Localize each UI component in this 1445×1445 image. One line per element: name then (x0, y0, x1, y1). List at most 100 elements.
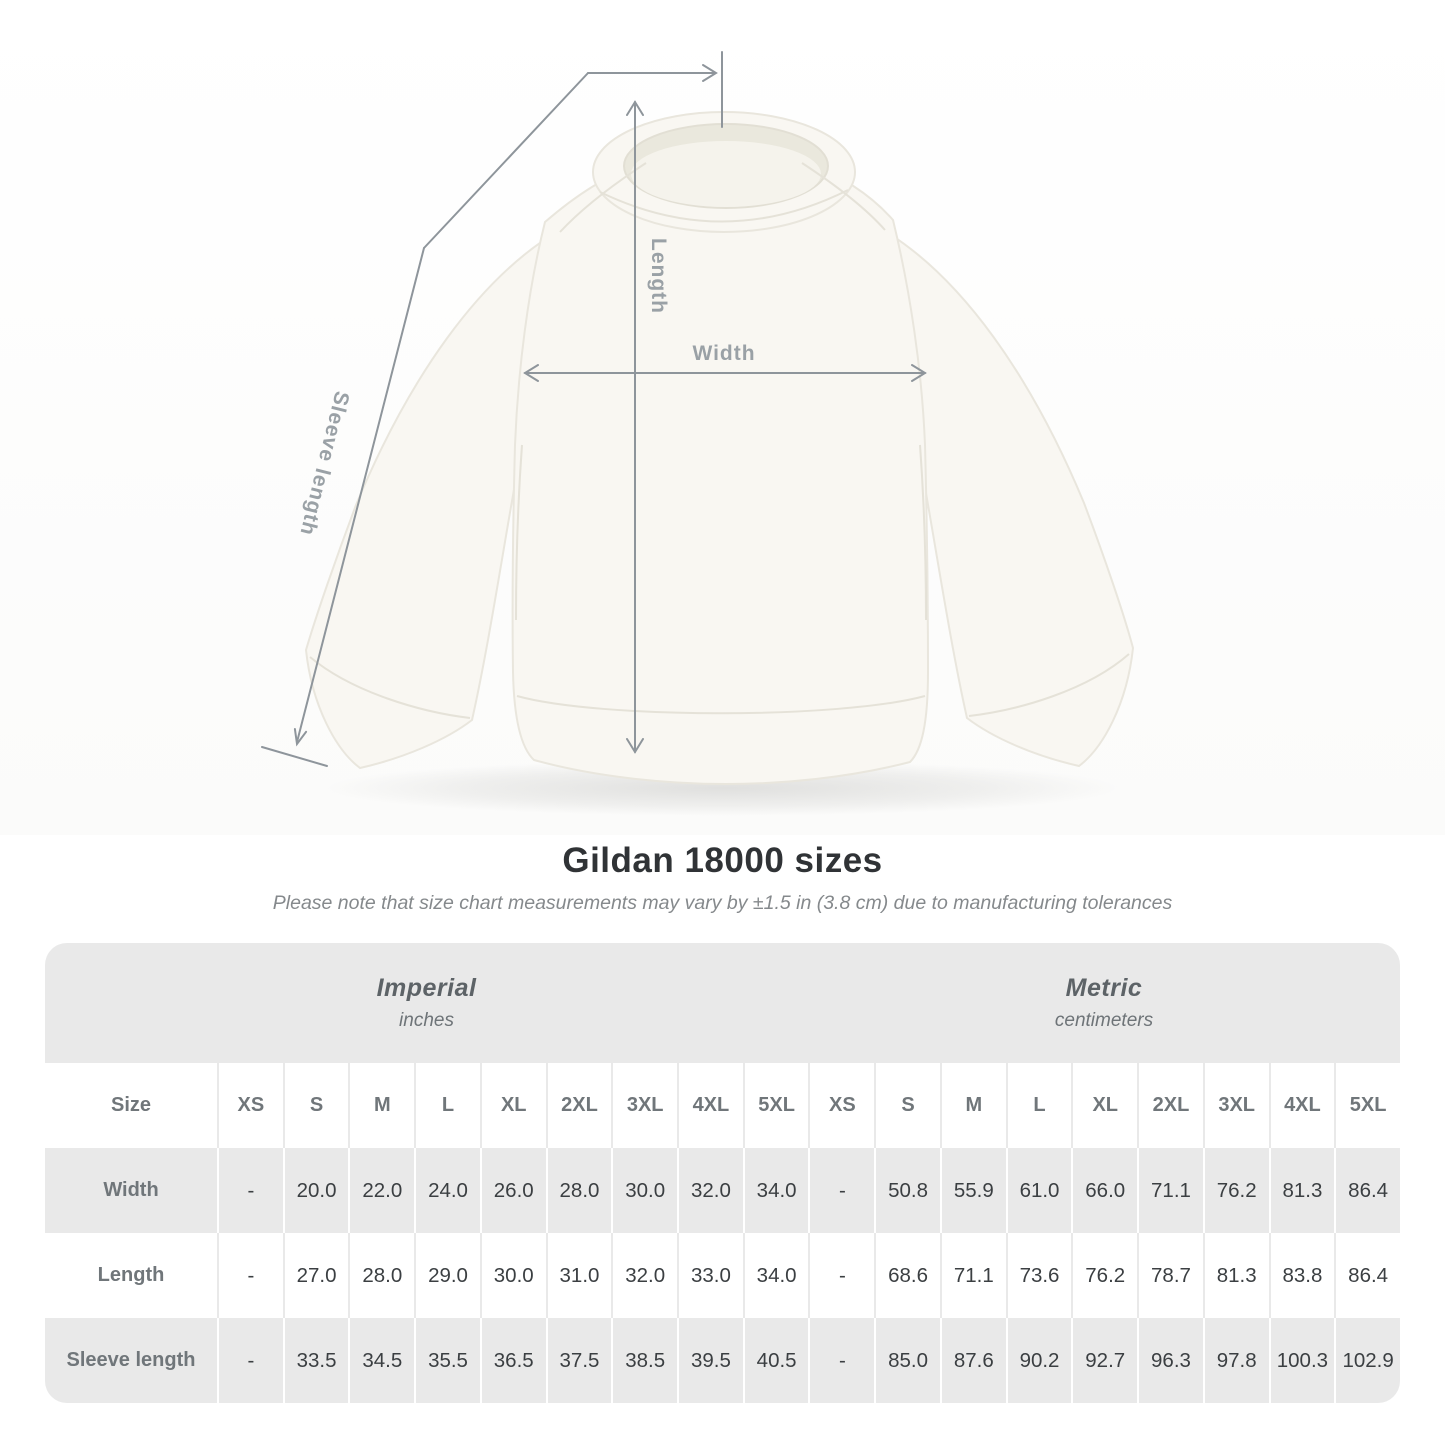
value-cell: 87.6 (939, 1318, 1006, 1403)
value-cell: - (217, 1148, 283, 1233)
value-cell: 35.5 (414, 1318, 480, 1403)
size-header-metric-4xl: 4XL (1268, 1063, 1335, 1148)
unit-header-band: Imperial inches Metric centimeters (45, 943, 1400, 1063)
value-cell: 22.0 (348, 1148, 415, 1233)
sweatshirt-measurement-diagram: Length Width Sleeve length (0, 0, 1445, 835)
value-cell: 30.0 (611, 1148, 678, 1233)
metric-unit: centimeters (1054, 1010, 1154, 1031)
value-cell: 81.3 (1268, 1148, 1335, 1233)
value-cell: - (808, 1148, 875, 1233)
collar-back-panel (631, 141, 821, 207)
row-label: Length (45, 1233, 217, 1318)
value-cell: 34.0 (742, 1233, 809, 1318)
value-cell: 32.0 (611, 1233, 678, 1318)
value-cell: 33.0 (677, 1233, 743, 1318)
value-cell: 26.0 (479, 1148, 546, 1233)
value-cell: 81.3 (1202, 1233, 1269, 1318)
size-grid: Size XS S M L XL 2XL 3XL 4XL 5XL XS S M L XL 2XL 3XL 4XL 5… (45, 1063, 1400, 1403)
row-label: Sleeve length (45, 1318, 217, 1403)
garment-seams (309, 162, 1130, 719)
value-cell: 28.0 (348, 1233, 415, 1318)
value-cell: 27.0 (282, 1233, 349, 1318)
metric-title: Metric (1065, 974, 1143, 1002)
length-label: Length (647, 238, 670, 314)
value-cell: 36.5 (479, 1318, 546, 1403)
width-measure-line (523, 364, 927, 382)
value-cell: 37.5 (545, 1318, 612, 1403)
value-cell: - (217, 1233, 283, 1318)
value-cell: - (217, 1318, 283, 1403)
size-header-metric-xl: XL (1071, 1063, 1138, 1148)
tolerance-note: Please note that size chart measurements… (272, 892, 1173, 914)
value-cell: 50.8 (874, 1148, 940, 1233)
value-cell: 40.5 (742, 1318, 809, 1403)
value-cell: 92.7 (1071, 1318, 1138, 1403)
value-cell: 34.0 (742, 1148, 809, 1233)
size-header-imperial-5xl: 5XL (742, 1063, 809, 1148)
value-cell: 100.3 (1268, 1318, 1335, 1403)
value-cell: 66.0 (1071, 1148, 1138, 1233)
value-cell: 83.8 (1268, 1233, 1335, 1318)
value-cell: 90.2 (1005, 1318, 1072, 1403)
value-cell: 71.1 (1137, 1148, 1203, 1233)
value-cell: 73.6 (1005, 1233, 1072, 1318)
value-cell: 68.6 (874, 1233, 940, 1318)
size-header-metric-l: L (1005, 1063, 1072, 1148)
value-cell: 34.5 (348, 1318, 415, 1403)
metric-header: Metric centimeters (808, 943, 1400, 1063)
value-cell: 97.8 (1202, 1318, 1269, 1403)
imperial-unit: inches (399, 1010, 454, 1031)
value-cell: 76.2 (1071, 1233, 1138, 1318)
size-header-imperial-2xl: 2XL (545, 1063, 612, 1148)
value-cell: 30.0 (479, 1233, 546, 1318)
value-cell: 31.0 (545, 1233, 612, 1318)
sleeve-length-measure-line (261, 51, 723, 767)
size-column-header: Size (45, 1063, 217, 1148)
value-cell: 39.5 (677, 1318, 743, 1403)
value-cell: 32.0 (677, 1148, 743, 1233)
size-header-imperial-l: L (414, 1063, 480, 1148)
value-cell: 24.0 (414, 1148, 480, 1233)
value-cell: 85.0 (874, 1318, 940, 1403)
imperial-header: Imperial inches (45, 943, 808, 1063)
size-header-imperial-s: S (282, 1063, 349, 1148)
size-chart-table: Imperial inches Metric centimeters Size X… (45, 943, 1400, 1403)
value-cell: 33.5 (282, 1318, 349, 1403)
value-cell: 76.2 (1202, 1148, 1269, 1233)
value-cell: 96.3 (1137, 1318, 1203, 1403)
size-header-metric-s: S (874, 1063, 940, 1148)
size-header-imperial-3xl: 3XL (611, 1063, 678, 1148)
value-cell: 71.1 (939, 1233, 1006, 1318)
value-cell: 61.0 (1005, 1148, 1072, 1233)
value-cell: 86.4 (1334, 1233, 1400, 1318)
size-header-metric-3xl: 3XL (1202, 1063, 1269, 1148)
product-photo-area: Length Width Sleeve length (0, 0, 1445, 835)
row-label: Width (45, 1148, 217, 1233)
value-cell: 20.0 (282, 1148, 349, 1233)
value-cell: 78.7 (1137, 1233, 1203, 1318)
value-cell: 86.4 (1334, 1148, 1400, 1233)
measurement-annotations (261, 51, 927, 767)
value-cell: 102.9 (1334, 1318, 1400, 1403)
value-cell: - (808, 1318, 875, 1403)
size-header-metric-xs: XS (808, 1063, 875, 1148)
sweatshirt-illustration (304, 111, 1135, 786)
value-cell: 28.0 (545, 1148, 612, 1233)
size-header-metric-2xl: 2XL (1137, 1063, 1203, 1148)
imperial-title: Imperial (376, 974, 477, 1002)
size-header-metric-5xl: 5XL (1334, 1063, 1400, 1148)
size-header-imperial-xs: XS (217, 1063, 283, 1148)
size-header-imperial-4xl: 4XL (677, 1063, 743, 1148)
page-title: Gildan 18000 sizes (562, 841, 883, 880)
garment-shadow (322, 760, 1122, 816)
value-cell: 55.9 (939, 1148, 1006, 1233)
torso (511, 150, 930, 786)
size-header-imperial-m: M (348, 1063, 415, 1148)
size-header-imperial-xl: XL (479, 1063, 546, 1148)
value-cell: 29.0 (414, 1233, 480, 1318)
width-label: Width (692, 342, 755, 365)
size-header-metric-m: M (939, 1063, 1006, 1148)
value-cell: 38.5 (611, 1318, 678, 1403)
value-cell: - (808, 1233, 875, 1318)
